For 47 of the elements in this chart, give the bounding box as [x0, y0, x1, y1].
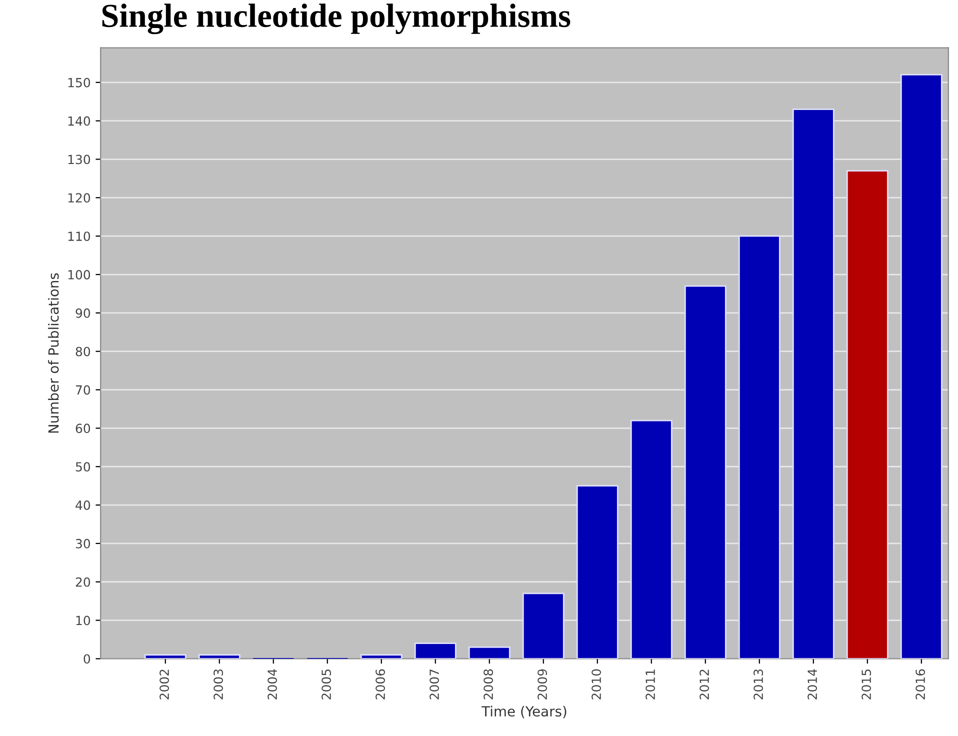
- x-tick-label: 2008: [484, 669, 494, 700]
- y-tick-label: 110: [68, 232, 90, 242]
- y-tick-label: 40: [76, 500, 90, 510]
- bar: [522, 592, 564, 659]
- x-tick-label: 2010: [592, 669, 602, 700]
- x-tick-label: 2006: [376, 669, 386, 700]
- y-tick-label: 90: [76, 308, 90, 318]
- x-tick-label: 2012: [700, 670, 710, 700]
- bar: [576, 485, 618, 659]
- y-tick-label: 50: [76, 462, 90, 472]
- y-tick-label: 10: [76, 616, 90, 626]
- x-tick-label: 2013: [754, 669, 764, 700]
- y-tick-label: 80: [76, 346, 90, 356]
- bar: [684, 285, 726, 659]
- y-tick-label: 150: [68, 78, 90, 88]
- bar: [198, 654, 240, 659]
- x-axis-title: Time (Years): [482, 706, 566, 718]
- bar: [414, 642, 456, 659]
- bar: [468, 646, 510, 659]
- y-tick-label: 0: [84, 654, 90, 664]
- x-tick-label: 2004: [268, 669, 278, 700]
- y-tick-label: 20: [76, 577, 90, 587]
- x-tick-label: 2005: [322, 670, 332, 700]
- x-tick-label: 2003: [214, 669, 224, 700]
- x-tick-label: 2009: [538, 669, 548, 700]
- y-tick-label: 60: [76, 424, 90, 434]
- y-tick-label: 30: [76, 538, 90, 548]
- chart-title: Single nucleotide polymorphisms: [102, 4, 570, 34]
- bar: [360, 654, 402, 659]
- x-tick-label: 2002: [160, 670, 170, 700]
- y-tick-label: 120: [68, 193, 90, 203]
- y-tick-label: 70: [76, 385, 90, 395]
- bar: [738, 235, 780, 659]
- bar: [792, 108, 834, 659]
- y-axis-title: Number of Publications: [48, 273, 59, 433]
- x-tick-label: 2007: [430, 670, 440, 700]
- bar: [630, 420, 672, 659]
- x-tick-label: 2014: [808, 669, 818, 700]
- bar: [900, 74, 942, 659]
- y-tick-label: 100: [68, 270, 90, 280]
- x-tick-label: 2016: [916, 669, 926, 700]
- x-tick-label: 2015: [862, 670, 872, 700]
- bar: [144, 654, 186, 659]
- y-tick-label: 130: [68, 154, 90, 164]
- y-tick-label: 140: [68, 116, 90, 126]
- x-tick-label: 2011: [646, 670, 656, 700]
- bar: [846, 170, 888, 659]
